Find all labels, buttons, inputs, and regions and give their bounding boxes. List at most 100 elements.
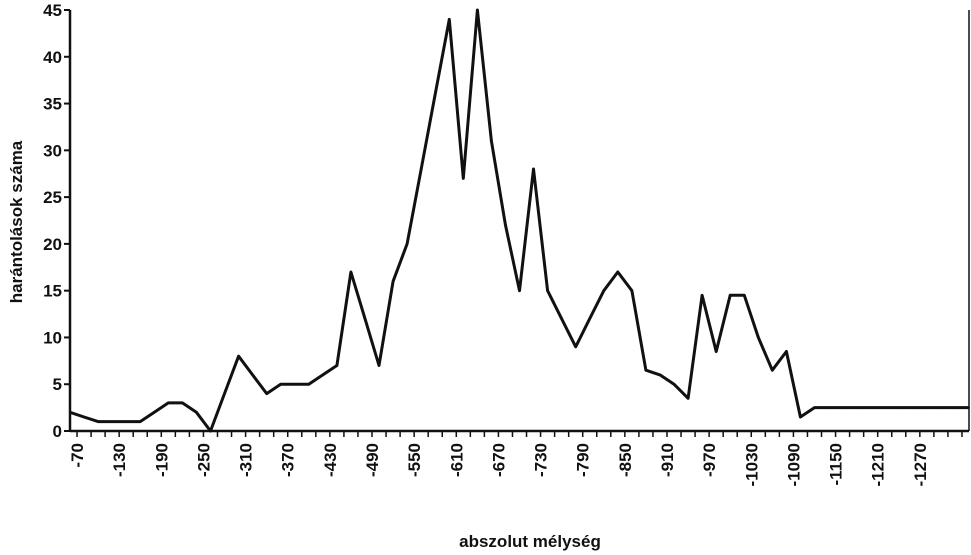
data-point <box>687 397 689 400</box>
y-axis: 0 5 10 15 20 25 30 35 40 45 <box>43 1 70 441</box>
data-point <box>588 317 591 320</box>
x-tick-label: -670 <box>489 443 508 477</box>
data-point <box>139 420 141 423</box>
data-point <box>279 383 282 386</box>
data-point <box>448 18 451 21</box>
data-point <box>940 406 942 409</box>
data-point <box>883 406 886 409</box>
y-tick-label: 15 <box>43 282 62 301</box>
y-tick-label: 30 <box>43 141 62 160</box>
data-point <box>785 350 788 353</box>
data-point <box>181 402 184 404</box>
data-point <box>869 406 872 409</box>
data-point <box>490 140 493 142</box>
y-tick-label: 25 <box>43 188 62 207</box>
data-point <box>294 383 296 386</box>
data-point <box>827 406 830 409</box>
data-point <box>968 406 970 409</box>
plot-frame <box>68 10 970 433</box>
data-point <box>574 346 577 348</box>
data-point <box>757 336 760 339</box>
data-point <box>603 289 605 292</box>
x-tick-label: -1090 <box>784 443 803 486</box>
data-point <box>350 271 352 273</box>
data-point <box>476 9 479 11</box>
data-point <box>308 383 310 386</box>
series-layer <box>69 8 970 433</box>
data-point <box>546 289 549 292</box>
y-tick-label: 10 <box>43 328 62 347</box>
data-point <box>251 374 254 376</box>
data-point <box>83 416 85 418</box>
x-tick-label: -1210 <box>869 443 888 486</box>
data-point <box>813 406 816 409</box>
data-point <box>462 177 465 180</box>
x-tick-label: -310 <box>237 443 256 477</box>
data-point <box>420 168 423 170</box>
data-point <box>265 392 268 395</box>
x-tick-label: -970 <box>700 443 719 477</box>
x-axis-title: abszolut mélység <box>459 532 601 551</box>
data-point <box>153 411 156 414</box>
data-point <box>378 364 380 367</box>
data-point <box>912 406 914 409</box>
data-point <box>392 280 394 283</box>
x-tick-label: -130 <box>110 443 129 477</box>
data-point <box>336 364 338 367</box>
data-point <box>560 317 563 320</box>
y-tick-label: 40 <box>43 48 62 67</box>
x-tick-label: -610 <box>447 443 466 477</box>
x-tick-label: -1150 <box>827 443 846 486</box>
y-tick-label: 20 <box>43 235 62 254</box>
data-point <box>364 317 366 320</box>
data-point <box>771 369 774 372</box>
data-point <box>926 406 928 409</box>
x-tick-label: -490 <box>363 443 382 477</box>
data-point <box>532 168 535 170</box>
y-tick-label: 5 <box>53 375 62 394</box>
data-point <box>954 406 956 409</box>
data-point <box>617 271 619 273</box>
x-tick-label: -1030 <box>742 443 761 486</box>
data-point <box>898 406 900 409</box>
x-tick-label: -730 <box>532 443 551 477</box>
x-tick-label: -910 <box>658 443 677 477</box>
data-point <box>167 402 170 404</box>
series-line <box>69 8 969 433</box>
x-axis: -70 -130 -190 -250 -310 -370 -430 -490 -550 -610 -… <box>68 431 963 486</box>
data-point <box>434 93 437 95</box>
data-point <box>729 294 731 297</box>
y-tick-label: 0 <box>53 422 62 441</box>
data-point <box>504 224 507 226</box>
x-tick-label: -550 <box>405 443 424 477</box>
data-point <box>673 383 675 386</box>
x-tick-label: -250 <box>194 443 213 477</box>
data-point <box>715 350 717 353</box>
data-point <box>97 420 99 423</box>
data-point <box>195 411 198 414</box>
data-point <box>223 392 226 395</box>
x-tick-label: -70 <box>68 443 87 468</box>
y-tick-label: 35 <box>43 95 62 114</box>
data-point <box>518 289 521 292</box>
data-point <box>799 416 802 418</box>
data-point <box>406 243 408 245</box>
x-tick-label: -430 <box>321 443 340 477</box>
data-point <box>841 406 844 409</box>
data-point <box>631 289 633 292</box>
data-point <box>645 369 647 372</box>
data-point <box>855 406 858 409</box>
x-tick-label: -190 <box>152 443 171 477</box>
data-point <box>743 294 746 297</box>
x-tick-label: -370 <box>279 443 298 477</box>
data-point <box>69 411 71 414</box>
x-tick-label: -790 <box>574 443 593 477</box>
data-point <box>701 294 703 297</box>
x-tick-label: -850 <box>616 443 635 477</box>
y-tick-label: 45 <box>43 1 62 20</box>
data-point <box>659 374 661 376</box>
data-point <box>322 374 324 376</box>
y-axis-title: harántolások száma <box>7 140 26 303</box>
data-point <box>237 355 240 358</box>
